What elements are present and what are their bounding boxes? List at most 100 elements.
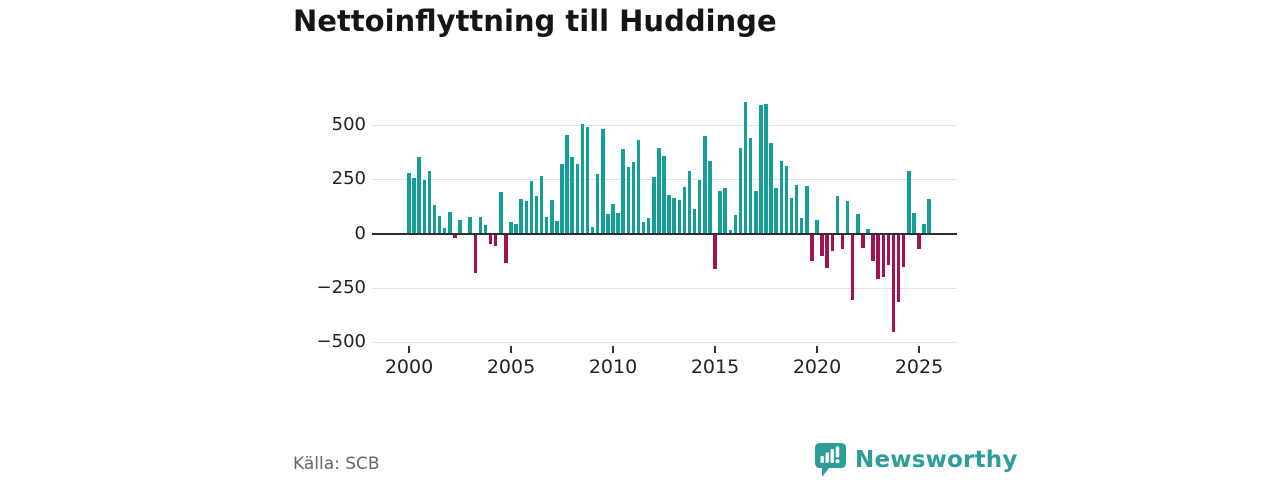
x-tick-2025 (918, 346, 920, 353)
bar-2009Q3 (601, 128, 605, 234)
bar-2021Q1 (835, 196, 840, 234)
gridline-500 (372, 124, 957, 126)
bar-2007Q2 (555, 221, 559, 234)
bar-2016Q4 (748, 137, 753, 234)
y-tick-label: 250 (331, 168, 366, 190)
bar-2021Q2 (840, 234, 845, 250)
bar-2025Q2 (922, 223, 926, 234)
bar-2014Q3 (703, 135, 707, 234)
x-tick-2005 (510, 346, 512, 353)
x-tick-label: 2000 (384, 356, 434, 378)
bar-2014Q4 (708, 160, 712, 234)
bar-2011Q4 (646, 217, 651, 234)
bar-2020Q2 (820, 234, 824, 257)
bar-2019Q2 (799, 217, 804, 234)
bar-2012Q2 (657, 147, 661, 234)
bar-2011Q1 (631, 162, 636, 234)
bar-2000Q3 (417, 157, 421, 234)
bar-2002Q2 (453, 234, 457, 239)
bar-2018Q4 (789, 197, 794, 234)
bar-2012Q4 (667, 195, 671, 234)
bar-2010Q1 (611, 204, 615, 234)
x-tick-label: 2020 (792, 356, 842, 378)
bar-2004Q2 (493, 234, 498, 246)
bar-2017Q1 (754, 191, 758, 234)
bar-2017Q3 (764, 104, 768, 234)
bar-2005Q4 (524, 200, 529, 234)
bar-2001Q3 (437, 216, 442, 234)
bar-2008Q1 (570, 157, 574, 234)
gridline-−500 (372, 342, 957, 344)
bar-2022Q4 (871, 234, 875, 262)
bar-2007Q3 (560, 164, 564, 234)
bar-2023Q3 (886, 234, 891, 265)
bar-2003Q3 (478, 216, 483, 234)
bar-2016Q3 (743, 102, 748, 234)
branding: Newsworthy (814, 442, 1018, 478)
bar-2009Q2 (595, 174, 600, 234)
bar-2013Q4 (687, 170, 692, 234)
bar-2006Q2 (534, 196, 539, 234)
bar-2018Q1 (774, 187, 778, 234)
bar-2019Q4 (810, 234, 814, 262)
bar-2006Q3 (539, 175, 544, 234)
bar-2007Q4 (565, 135, 569, 234)
bar-2010Q2 (616, 212, 620, 234)
bar-2023Q4 (891, 234, 896, 333)
bar-2008Q3 (580, 123, 585, 234)
bar-2004Q3 (499, 191, 503, 234)
bar-2002Q3 (458, 219, 462, 234)
bar-2008Q2 (575, 163, 580, 234)
bar-2022Q1 (856, 213, 860, 234)
bar-2011Q2 (636, 140, 641, 234)
y-tick-label: −500 (316, 331, 366, 353)
gridline-−250 (372, 287, 957, 289)
bar-2018Q3 (784, 166, 789, 234)
chart-title: Nettoinflyttning till Huddinge (293, 4, 777, 38)
bar-2020Q4 (830, 234, 835, 252)
x-tick-label: 2010 (588, 356, 638, 378)
bar-2011Q3 (641, 222, 646, 234)
bar-2001Q1 (427, 170, 432, 234)
bar-2013Q3 (682, 187, 687, 234)
bar-2014Q2 (697, 179, 702, 234)
bar-2000Q2 (412, 178, 416, 234)
bar-2007Q1 (550, 199, 554, 234)
x-tick-label: 2015 (690, 356, 740, 378)
bar-2023Q2 (881, 234, 886, 277)
bar-2016Q1 (733, 215, 738, 234)
bar-2015Q2 (718, 191, 722, 234)
bar-2021Q4 (850, 234, 855, 300)
bar-2001Q2 (432, 204, 437, 234)
bar-2021Q3 (845, 201, 850, 234)
bar-2024Q4 (912, 212, 916, 234)
bar-2005Q2 (514, 223, 518, 234)
bar-2022Q3 (866, 228, 870, 234)
bar-2013Q2 (677, 200, 682, 234)
bar-2020Q3 (825, 234, 829, 268)
source-label: Källa: SCB (293, 454, 380, 474)
bar-2010Q3 (621, 149, 625, 234)
x-tick-2010 (612, 346, 614, 353)
zero-axis-line (372, 232, 957, 235)
bar-2005Q3 (519, 198, 523, 234)
x-tick-label: 2025 (894, 356, 944, 378)
bar-2024Q1 (896, 234, 901, 302)
bar-2022Q2 (861, 234, 865, 248)
bar-2010Q4 (626, 166, 631, 234)
bar-2017Q4 (769, 143, 773, 234)
x-tick-2000 (408, 346, 410, 353)
bar-2019Q1 (794, 185, 799, 234)
bar-2009Q4 (606, 213, 610, 234)
bar-2012Q1 (652, 177, 656, 234)
bar-2019Q3 (805, 186, 809, 234)
bar-2015Q1 (713, 234, 717, 270)
bar-2023Q1 (876, 234, 880, 280)
y-tick-label: 500 (331, 113, 366, 135)
bar-2000Q4 (422, 180, 427, 234)
bar-2017Q2 (759, 105, 763, 234)
bar-2002Q1 (448, 211, 452, 234)
bar-2015Q4 (728, 230, 733, 234)
bar-2013Q1 (672, 197, 676, 234)
bar-2005Q1 (509, 221, 513, 234)
